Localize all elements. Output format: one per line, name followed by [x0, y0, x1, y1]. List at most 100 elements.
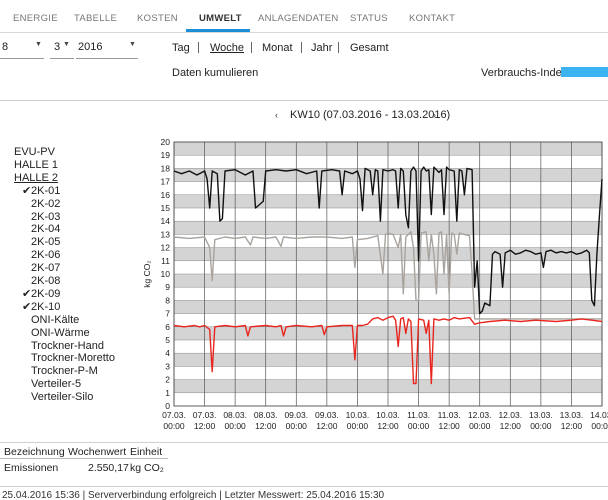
- status-divider: [0, 486, 608, 487]
- x-tick-date: 09.03.: [315, 410, 339, 420]
- x-tick-date: 08.03.: [223, 410, 247, 420]
- x-tick-date: 08.03.: [254, 410, 278, 420]
- year-select[interactable]: 2016 ▼: [78, 41, 138, 55]
- tree-item[interactable]: HALLE 1: [14, 158, 59, 171]
- x-tick-date: 07.03.: [193, 410, 217, 420]
- period-separator: [198, 42, 199, 53]
- x-tick-time: 12:00: [561, 421, 583, 431]
- consumption-index-label: Verbrauchs-Index: [481, 67, 568, 79]
- y-tick-label: 14: [161, 216, 171, 226]
- y-tick-label: 1: [165, 388, 170, 398]
- x-tick-time: 00:00: [408, 421, 430, 431]
- y-tick-label: 0: [165, 401, 170, 411]
- period-separator: [301, 42, 302, 53]
- y-tick-label: 2: [165, 375, 170, 385]
- tree-item[interactable]: ONI-Kälte: [31, 313, 80, 326]
- x-tick-time: 00:00: [469, 421, 491, 431]
- period-jahr[interactable]: Jahr: [311, 42, 333, 54]
- tree-item[interactable]: 2K-01: [31, 184, 61, 197]
- x-tick-date: 10.03.: [376, 410, 400, 420]
- tab-kosten[interactable]: KOSTEN: [137, 13, 178, 24]
- x-tick-date: 11.03.: [407, 410, 430, 420]
- tree-item[interactable]: 2K-04: [31, 223, 61, 236]
- x-tick-time: 12:00: [500, 421, 522, 431]
- x-tick-time: 12:00: [377, 421, 399, 431]
- tab-status[interactable]: STATUS: [350, 13, 388, 24]
- chevron-down-icon: ▼: [129, 41, 136, 48]
- month-select-underline: [50, 58, 74, 59]
- tree-item[interactable]: ONI-Wärme: [31, 326, 90, 339]
- emissions-unit: kg CO₂: [130, 462, 164, 474]
- previous-week-button[interactable]: ‹: [275, 110, 278, 120]
- period-separator: [338, 42, 339, 53]
- y-tick-label: 4: [165, 348, 170, 358]
- cumulate-data-toggle[interactable]: Daten kumulieren: [172, 67, 259, 79]
- period-monat[interactable]: Monat: [262, 42, 293, 54]
- series-line: [173, 166, 603, 315]
- y-tick-label: 10: [161, 269, 171, 279]
- tree-item[interactable]: 2K-06: [31, 249, 61, 262]
- period-gesamt[interactable]: Gesamt: [350, 42, 389, 54]
- x-tick-time: 12:00: [194, 421, 216, 431]
- x-tick-date: 12.03.: [498, 410, 522, 420]
- col-header-bezeichnung: Bezeichnung: [4, 446, 65, 458]
- x-tick-time: 12:00: [255, 421, 277, 431]
- plot-frame: [173, 141, 603, 407]
- emissions-chart: 0123456789101112131415161718192007.03.00…: [142, 137, 608, 431]
- x-tick-date: 11.03.: [438, 410, 461, 420]
- tree-item[interactable]: Verteiler-5: [31, 378, 82, 391]
- y-tick-label: 3: [165, 361, 170, 371]
- checkmark-icon: ✔: [22, 287, 32, 300]
- tree-item[interactable]: 2K-05: [31, 236, 61, 249]
- x-tick-time: 00:00: [530, 421, 552, 431]
- tree-item[interactable]: 2K-03: [31, 210, 61, 223]
- tree-item[interactable]: EVU-PV: [14, 146, 55, 158]
- tab-umwelt[interactable]: UMWELT: [199, 13, 242, 24]
- week-label: KW10 (07.03.2016 - 13.03.2016): [290, 109, 451, 121]
- y-tick-label: 17: [161, 177, 171, 187]
- tree-item[interactable]: Verteiler-Silo: [31, 391, 94, 404]
- series-line: [173, 231, 602, 320]
- x-tick-time: 12:00: [316, 421, 338, 431]
- x-tick-date: 09.03.: [284, 410, 308, 420]
- tree-item[interactable]: Trockner-Hand: [31, 339, 104, 352]
- x-tick-time: 00:00: [347, 421, 369, 431]
- tree-item[interactable]: 2K-02: [31, 197, 61, 210]
- year-select-value: 2016: [78, 41, 103, 53]
- day-select[interactable]: 8 ▼: [2, 41, 42, 55]
- x-tick-date: 10.03.: [346, 410, 370, 420]
- tab-kontakt[interactable]: KONTAKT: [409, 13, 456, 24]
- tree-item[interactable]: 2K-08: [31, 275, 61, 287]
- period-separator: [251, 42, 252, 53]
- chevron-down-icon: ▼: [63, 41, 70, 48]
- x-tick-time: 00:00: [163, 421, 185, 431]
- tree-item[interactable]: 2K-07: [31, 262, 61, 275]
- y-tick-label: 9: [165, 282, 170, 292]
- top-navigation: ENERGIE TABELLE KOSTEN UMWELT ANLAGENDAT…: [0, 0, 608, 33]
- tree-item[interactable]: Trockner-P-M: [31, 365, 98, 378]
- x-tick-time: 00:00: [591, 421, 608, 431]
- tree-item[interactable]: 2K-10: [31, 300, 61, 313]
- tab-energie[interactable]: ENERGIE: [13, 13, 58, 24]
- y-axis-label: kg CO₂: [142, 260, 152, 287]
- tree-item[interactable]: HALLE 2: [14, 171, 59, 184]
- y-tick-label: 6: [165, 322, 170, 332]
- month-select[interactable]: 3 ▼: [54, 41, 72, 55]
- tree-item[interactable]: Trockner-Moretto: [31, 352, 115, 365]
- tree-item[interactable]: 2K-09: [31, 287, 61, 300]
- y-tick-label: 18: [161, 163, 171, 173]
- period-tag[interactable]: Tag: [172, 42, 190, 54]
- x-tick-date: 13.03.: [560, 410, 584, 420]
- tab-anlagendaten[interactable]: ANLAGENDATEN: [258, 13, 339, 24]
- emissions-value: 2.550,17: [88, 462, 129, 474]
- consumption-index-bar[interactable]: [561, 67, 608, 77]
- period-woche[interactable]: Woche: [210, 42, 245, 54]
- next-week-button[interactable]: ›: [433, 110, 436, 120]
- table-header-divider: [0, 458, 168, 459]
- y-tick-label: 11: [161, 256, 170, 266]
- tab-tabelle[interactable]: TABELLE: [74, 13, 118, 24]
- col-header-wochenwert: Wochenwert: [68, 446, 127, 458]
- y-tick-label: 8: [165, 295, 170, 305]
- x-tick-date: 13.03.: [529, 410, 553, 420]
- x-tick-time: 00:00: [286, 421, 308, 431]
